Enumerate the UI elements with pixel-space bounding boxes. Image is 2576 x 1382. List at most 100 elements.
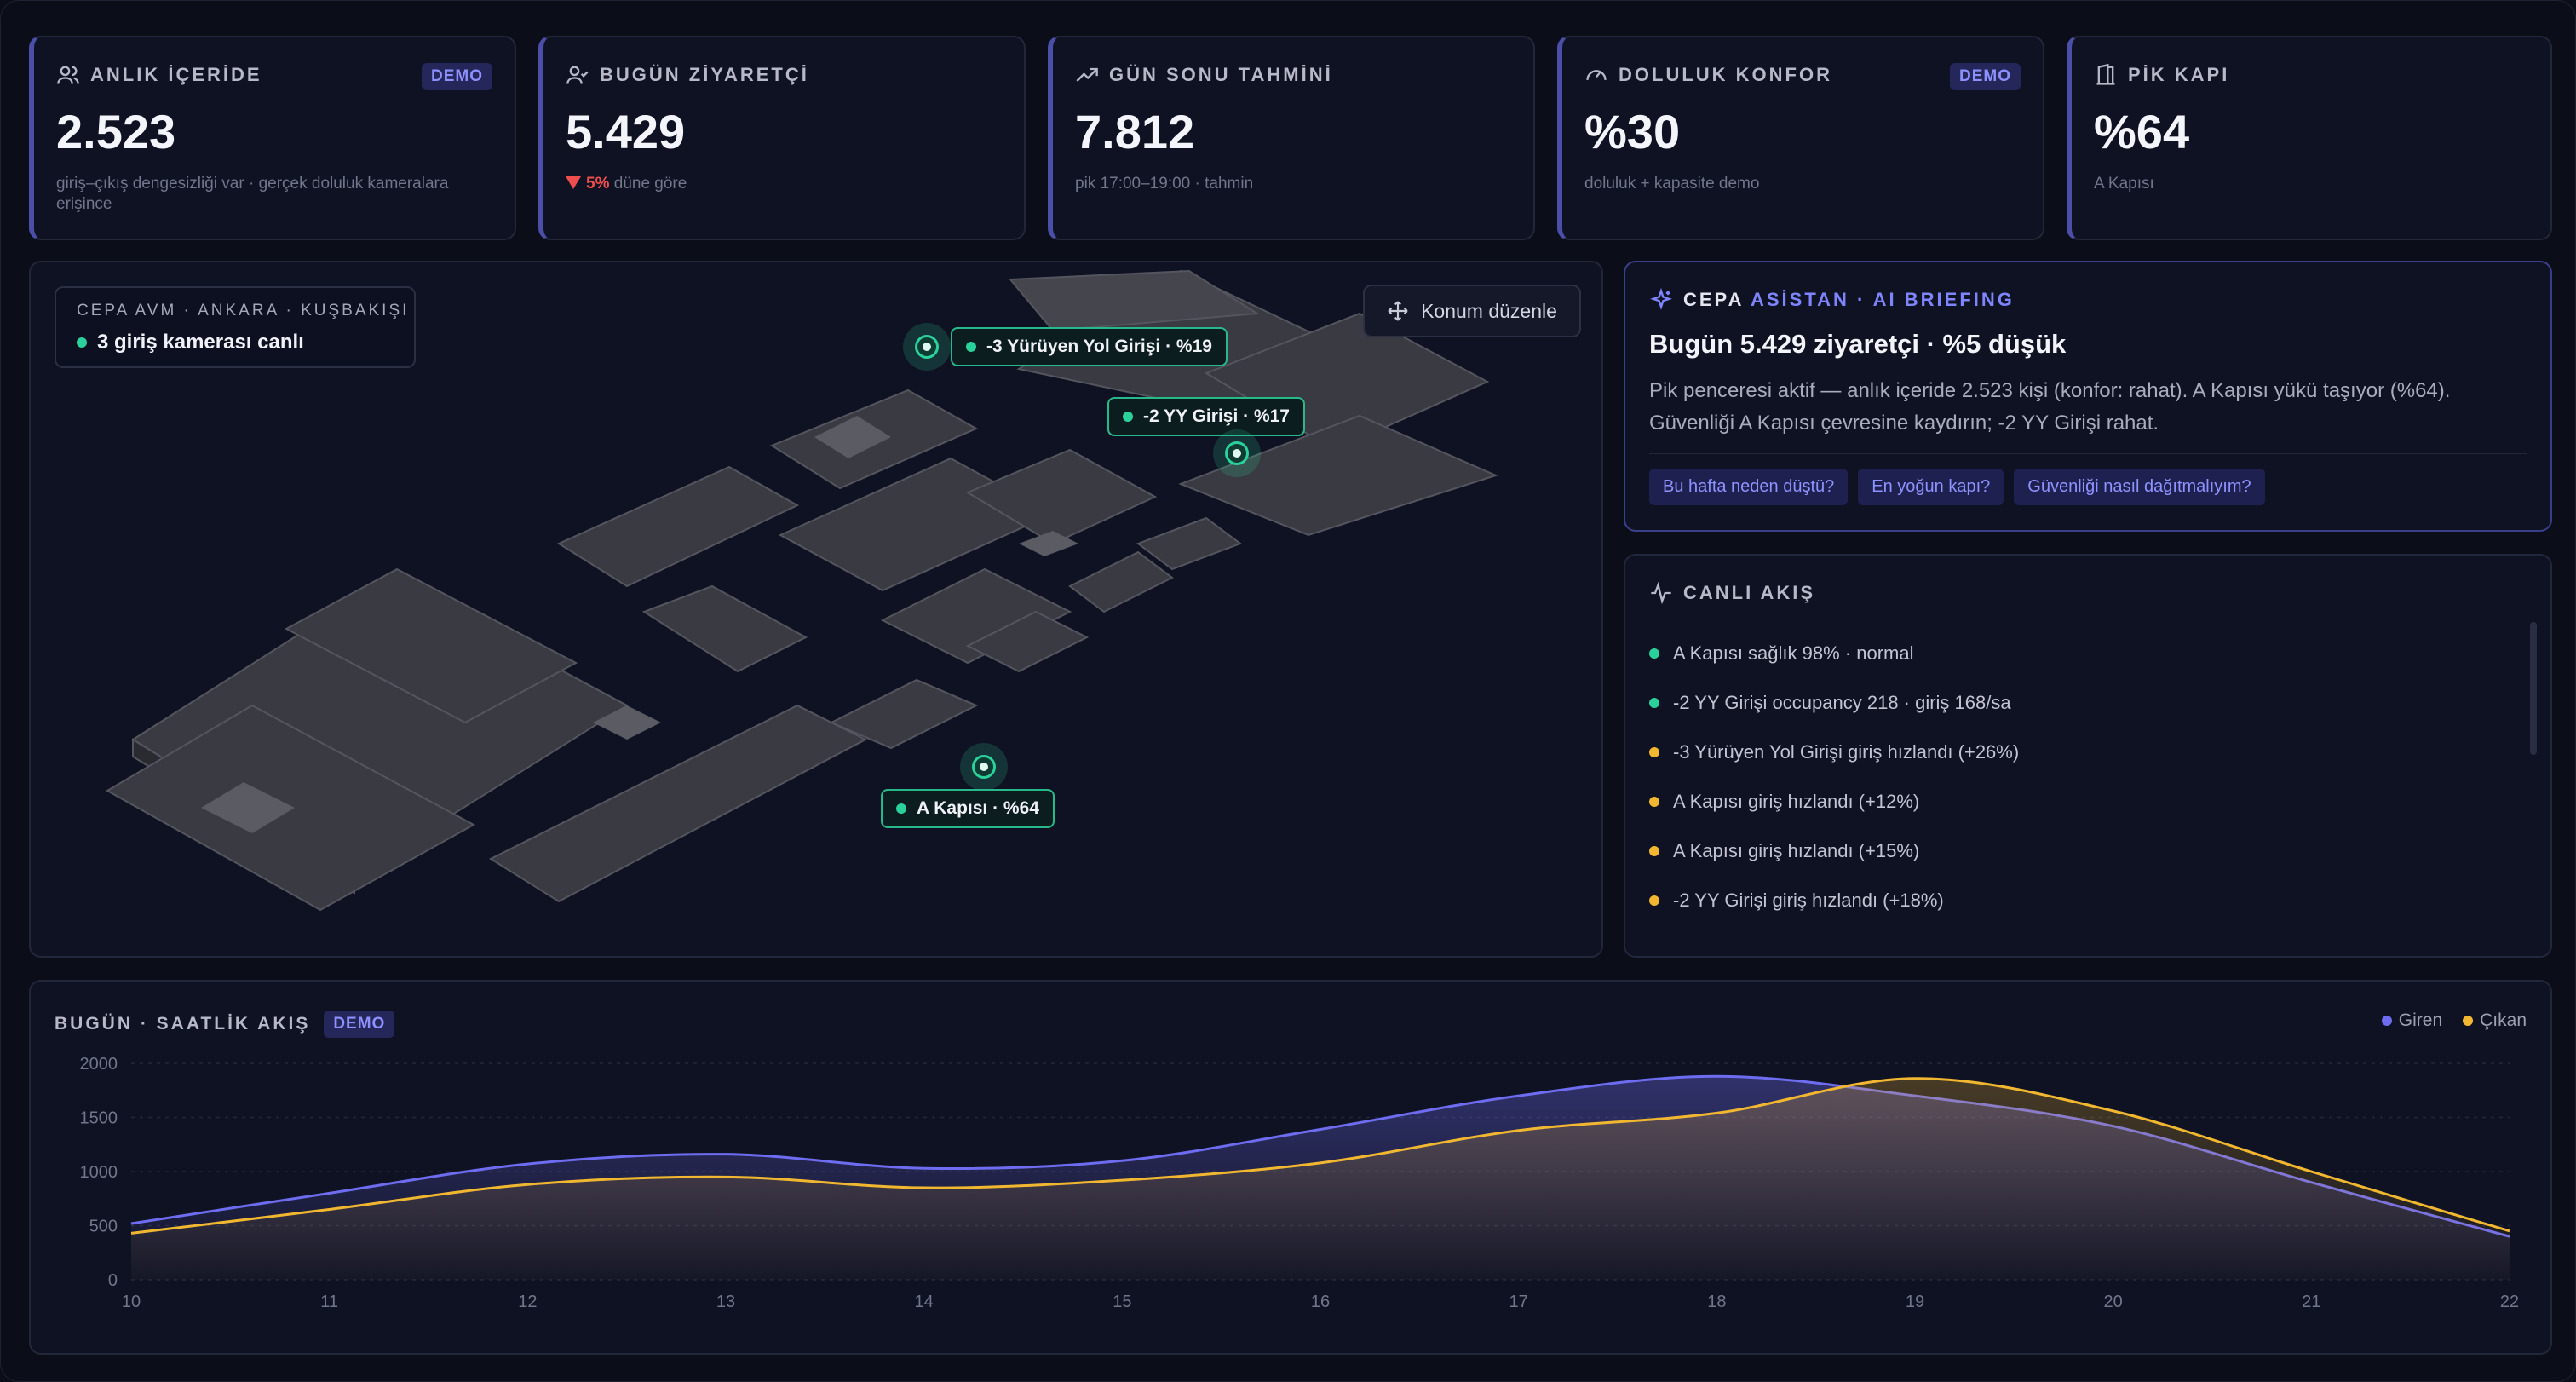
ai-title-accent: ASİSTAN · AI BRIEFING [1750, 289, 2015, 310]
chip-security-distribution[interactable]: Güvenliği nasıl dağıtmalıyım? [2014, 469, 2265, 505]
ai-briefing-header: CEPA ASİSTAN · AI BRIEFING [1649, 288, 2015, 312]
status-dot-icon [1649, 797, 1659, 807]
x-tick-label: 11 [320, 1293, 338, 1311]
sparkle-icon [1649, 288, 1673, 310]
feed-item: -2 YY Girişi occupancy 218 · giriş 168/s… [1649, 678, 2499, 728]
x-tick-label: 16 [1311, 1293, 1330, 1311]
feed-item: A Kapısı giriş hızlandı (+12%) [1649, 777, 2499, 826]
x-tick-label: 20 [2104, 1293, 2123, 1311]
activity-icon [1651, 581, 1671, 605]
kpi-label: DOLULUK KONFOR [1584, 63, 1832, 87]
y-tick-label: 1000 [80, 1163, 118, 1182]
users-icon [57, 66, 79, 84]
down-arrow-icon [566, 176, 581, 189]
kpi-value: 5.429 [566, 105, 686, 158]
series-line-çıkan [130, 1077, 2510, 1235]
move-icon [1388, 301, 1408, 321]
pin-label-text: -3 Yürüyen Yol Girişi · %19 [986, 337, 1212, 356]
live-feed-panel: CANLI AKIŞ A Kapısı sağlık 98% · normal -… [1624, 554, 2552, 958]
live-feed-title: CANLI AKIŞ [1683, 582, 1816, 603]
kpi-label: GÜN SONU TAHMİNİ [1075, 63, 1333, 87]
pin-label-text: -2 YY Girişi · %17 [1143, 406, 1290, 426]
feed-item: -2 YY Girişi giriş hızlandı (+18%) [1649, 876, 2499, 925]
edit-location-button[interactable]: Konum düzenle [1363, 285, 1581, 337]
feed-item: A Kapısı giriş hızlandı (+15%) [1649, 826, 2499, 876]
ai-text: Pik penceresi aktif — anlık içeride 2.52… [1649, 379, 2451, 435]
live-feed-header: CANLI AKIŞ [1649, 581, 1815, 605]
series-area-çıkan [131, 1078, 2510, 1280]
chart-header: BUGÜN · SAATLİK AKIŞ DEMO [55, 1011, 395, 1038]
y-tick-label: 500 [89, 1218, 118, 1236]
trend-up-icon [1076, 67, 1098, 82]
chart-legend: Giren Çıkan [2381, 1011, 2527, 1031]
kpi-note: A Kapısı [2094, 175, 2154, 193]
pin-dot-icon [966, 342, 976, 352]
status-dot-icon [1649, 846, 1659, 856]
kpi-note: 5% düne göre [566, 174, 1002, 194]
location-label: CEPA AVM · ANKARA · KUŞBAKIŞI [77, 302, 410, 320]
feed-fade [1625, 922, 2550, 956]
feed-scrollbar[interactable] [2530, 622, 2537, 755]
chart-demo-badge: DEMO [324, 1011, 395, 1038]
kpi-label: BUGÜN ZİYARETÇİ [566, 63, 809, 87]
kpi-label: PİK KAPI [2094, 63, 2229, 87]
kpi-note: giriş–çıkış dengesizliği var · gerçek do… [56, 175, 449, 213]
pin-label-gate-a[interactable]: A Kapısı · %64 [881, 789, 1055, 828]
demo-badge: DEMO [1950, 63, 2021, 90]
chip-busiest-gate[interactable]: En yoğun kapı? [1858, 469, 2004, 505]
edit-location-label: Konum düzenle [1421, 299, 1557, 322]
kpi-card-2: GÜN SONU TAHMİNİ 7.812 pik 17:00–19:00 · t… [1048, 36, 1535, 240]
live-feed-list[interactable]: A Kapısı sağlık 98% · normal -2 YY Girişi… [1649, 629, 2499, 925]
x-tick-label: 18 [1707, 1293, 1726, 1311]
x-tick-label: 21 [2302, 1293, 2320, 1311]
kpi-value: 2.523 [56, 105, 176, 158]
y-tick-label: 1500 [80, 1109, 118, 1128]
camera-status: 3 giriş kamerası canlı [77, 331, 304, 354]
x-tick-label: 14 [915, 1293, 934, 1311]
suggestion-chips: Bu hafta neden düştü? En yoğun kapı? Güv… [1649, 469, 2265, 505]
feed-item: -3 Yürüyen Yol Girişi giriş hızlandı (+2… [1649, 728, 2499, 777]
hourly-flow-chart: 0 500 1000 1500 2000 10 11 12 13 14 15 16 17 18 19 20 21… [80, 1055, 2520, 1311]
pin-dot-icon [896, 803, 906, 814]
pin-dot-icon [1123, 412, 1133, 422]
chart-title: BUGÜN · SAATLİK AKIŞ [55, 1014, 311, 1034]
kpi-value: %64 [2094, 105, 2190, 158]
kpi-card-0: ANLIK İÇERİDE DEMO 2.523 giriş–çıkış denges… [29, 36, 516, 240]
legend-item-giren: Giren [2381, 1011, 2442, 1031]
ai-briefing-panel: CEPA ASİSTAN · AI BRIEFING Bugün 5.429 z… [1624, 261, 2552, 532]
pin-label-text: A Kapısı · %64 [917, 798, 1039, 818]
kpi-value: 7.812 [1075, 105, 1195, 158]
pin-label-escalator-3[interactable]: -3 Yürüyen Yol Girişi · %19 [951, 327, 1228, 366]
map-pin-gate-a[interactable] [960, 743, 1008, 791]
x-tick-label: 22 [2500, 1293, 2519, 1311]
floor-plan-illustration [105, 269, 1498, 912]
demo-badge: DEMO [422, 63, 492, 90]
status-dot-icon [1649, 895, 1659, 906]
chip-why-dropped[interactable]: Bu hafta neden düştü? [1649, 469, 1849, 505]
x-tick-label: 19 [1906, 1293, 1924, 1311]
kpi-delta: 5% [586, 175, 610, 193]
kpi-note: doluluk + kapasite demo [1584, 175, 1760, 193]
map-pin-escalator-3[interactable] [903, 323, 951, 371]
mall-map-panel[interactable]: CEPA AVM · ANKARA · KUŞBAKIŞI 3 giriş ka… [29, 261, 1603, 958]
divider [1649, 453, 2527, 454]
x-tick-label: 17 [1509, 1293, 1528, 1311]
live-dot-icon [77, 337, 87, 348]
kpi-note: pik 17:00–19:00 · tahmin [1075, 175, 1254, 193]
status-dot-icon [1649, 698, 1659, 708]
ai-brand: CEPA [1683, 289, 1744, 310]
x-tick-label: 13 [716, 1293, 735, 1311]
kpi-value: %30 [1584, 105, 1681, 158]
x-tick-label: 10 [122, 1293, 141, 1311]
camera-status-text: 3 giriş kamerası canlı [97, 331, 304, 354]
legend-item-cikan: Çıkan [2463, 1011, 2527, 1031]
user-check-icon [566, 66, 589, 84]
map-pin-yy-2[interactable] [1213, 429, 1261, 477]
x-tick-label: 12 [518, 1293, 537, 1311]
kpi-card-3: DOLULUK KONFOR DEMO %30 doluluk + kapasite … [1557, 36, 2044, 240]
feed-item: A Kapısı sağlık 98% · normal [1649, 629, 2499, 678]
y-tick-label: 0 [108, 1271, 118, 1290]
pin-label-yy-2[interactable]: -2 YY Girişi · %17 [1107, 397, 1305, 436]
gauge-icon [1586, 70, 1607, 80]
kpi-label: ANLIK İÇERİDE [56, 63, 262, 87]
